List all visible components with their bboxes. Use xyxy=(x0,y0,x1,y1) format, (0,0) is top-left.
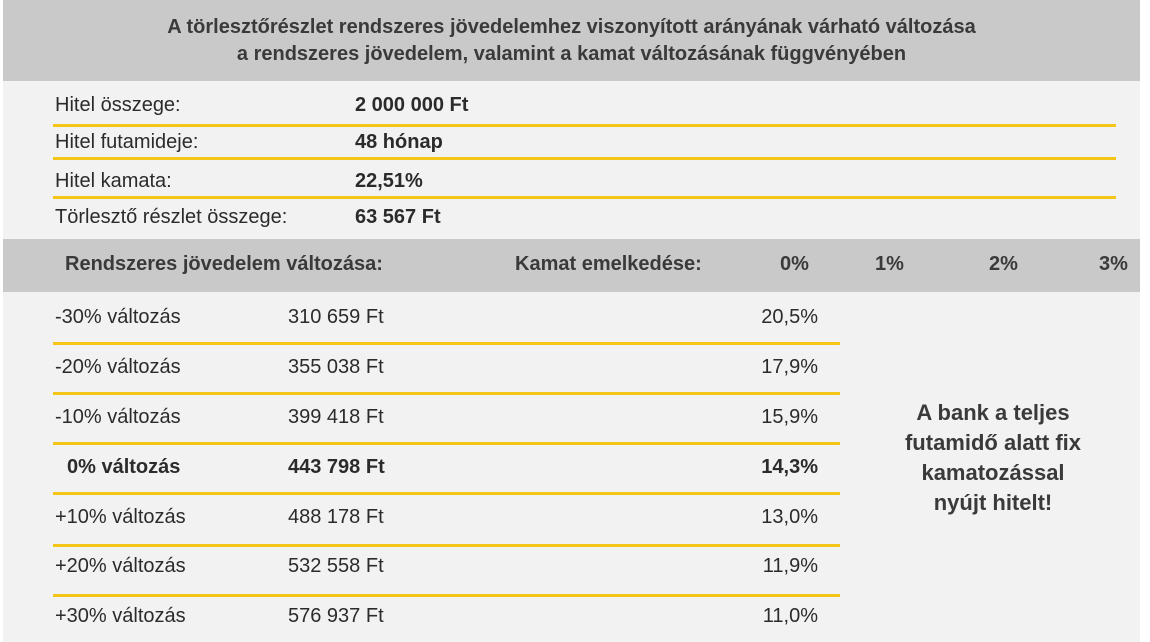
row-label: -10% változás xyxy=(55,406,181,428)
rate-column-1: 1% xyxy=(875,253,904,275)
row-amount: 310 659 Ft xyxy=(288,306,384,328)
title-line-1: A törlesztőrészlet rendszeres jövedelemh… xyxy=(167,16,976,38)
row-amount: 355 038 Ft xyxy=(288,356,384,378)
installment-label: Törlesztő részlet összege: xyxy=(55,206,288,228)
row-amount: 443 798 Ft xyxy=(288,456,385,478)
row-amount: 488 178 Ft xyxy=(288,506,384,528)
row-amount: 399 418 Ft xyxy=(288,406,384,428)
note-line: nyújt hitelt! xyxy=(933,490,1053,515)
table-header: Rendszeres jövedelem változása: Kamat em… xyxy=(3,239,1140,292)
row-label: 0% változás xyxy=(67,456,181,478)
title-line-2: a rendszeres jövedelem, valamint a kamat… xyxy=(236,43,907,65)
row-label: +20% változás xyxy=(55,555,186,577)
note-line: futamidő alatt fix xyxy=(904,430,1081,455)
title-bar: A törlesztőrészlet rendszeres jövedelemh… xyxy=(3,0,1140,81)
divider xyxy=(53,157,1116,160)
loan-amount-value: 2 000 000 Ft xyxy=(355,94,469,116)
loan-rate-value: 22,51% xyxy=(355,170,423,192)
row-label: -20% változás xyxy=(55,356,181,378)
row-amount: 532 558 Ft xyxy=(288,555,384,577)
row-label: -30% változás xyxy=(55,306,181,328)
note-line: kamatozással xyxy=(921,460,1065,485)
divider xyxy=(53,124,1116,127)
divider xyxy=(53,342,840,345)
row-label: +10% változás xyxy=(55,506,186,528)
loan-term-value: 48 hónap xyxy=(355,131,443,153)
row-label: +30% változás xyxy=(55,605,186,627)
row-percent: 11,9% xyxy=(762,555,818,577)
divider xyxy=(53,594,840,597)
divider xyxy=(53,196,1116,199)
installment-value: 63 567 Ft xyxy=(355,206,441,228)
loan-rate-label: Hitel kamata: xyxy=(55,170,172,192)
row-percent: 15,9% xyxy=(761,406,818,428)
loan-amount-label: Hitel összege: xyxy=(55,94,181,116)
rate-increase-header: Kamat emelkedése: xyxy=(515,253,702,275)
divider xyxy=(53,544,840,547)
income-change-header: Rendszeres jövedelem változása: xyxy=(65,253,383,275)
row-amount: 576 937 Ft xyxy=(288,605,384,627)
content-panel: A törlesztőrészlet rendszeres jövedelemh… xyxy=(3,0,1140,642)
divider xyxy=(53,392,840,395)
row-percent: 11,0% xyxy=(762,605,818,627)
row-percent: 17,9% xyxy=(761,356,818,378)
loan-term-label: Hitel futamideje: xyxy=(55,131,199,153)
row-percent: 13,0% xyxy=(761,506,818,528)
rate-column-0: 0% xyxy=(780,253,809,275)
divider xyxy=(53,442,840,445)
divider xyxy=(53,492,840,495)
note-line: A bank a teljes xyxy=(916,400,1070,425)
fixed-rate-note: A bank a teljes futamidő alatt fix kamat… xyxy=(863,398,1123,518)
row-percent: 14,3% xyxy=(761,456,818,478)
row-percent: 20,5% xyxy=(761,306,818,328)
rate-column-2: 2% xyxy=(989,253,1018,275)
rate-column-3: 3% xyxy=(1099,253,1128,275)
